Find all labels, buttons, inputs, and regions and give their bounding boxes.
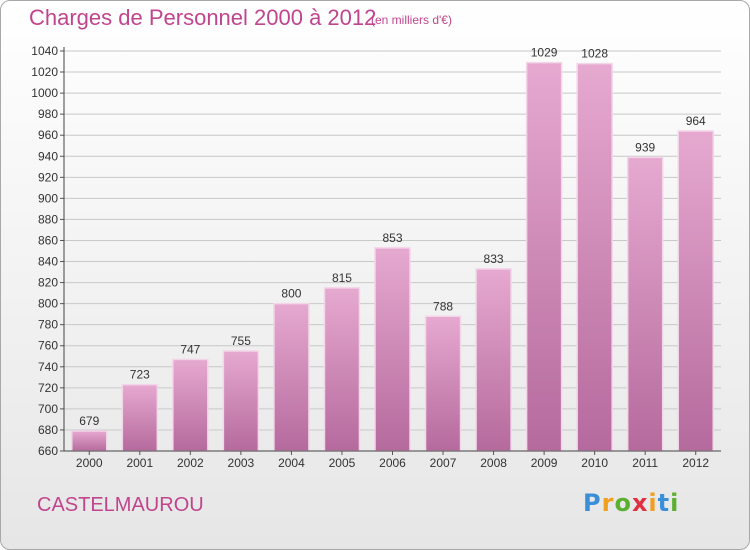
bar-value-label: 800 [281, 287, 301, 301]
y-tick-label: 760 [38, 339, 58, 353]
bar-value-label: 723 [130, 368, 150, 382]
y-tick-label: 740 [38, 360, 58, 374]
bar-value-label: 679 [79, 414, 99, 428]
y-tick-label: 920 [38, 170, 58, 184]
bar-value-label: 1029 [531, 46, 558, 60]
x-tick-label: 2001 [126, 456, 153, 470]
y-tick-label: 720 [38, 381, 58, 395]
x-tick-label: 2007 [430, 456, 457, 470]
y-tick-label: 1040 [31, 44, 58, 58]
bar-2003 [222, 350, 260, 452]
y-tick-label: 980 [38, 107, 58, 121]
chart-subtitle: (en milliers d'€) [371, 13, 452, 27]
y-tick-label: 960 [38, 128, 58, 142]
logo-letter: r [601, 489, 615, 517]
bar-2001 [121, 383, 159, 452]
bar-value-label: 1028 [581, 47, 608, 61]
logo-letter: t [657, 489, 671, 517]
chart-title: Charges de Personnel 2000 à 2012 [29, 5, 377, 30]
place-name: CASTELMAUROU [37, 494, 204, 516]
y-tick-label: 800 [38, 297, 58, 311]
bar-value-label: 788 [433, 299, 453, 313]
logo-letter: P [583, 489, 602, 517]
x-tick-label: 2011 [632, 456, 658, 470]
y-tick-label: 660 [38, 444, 58, 458]
x-tick-label: 2003 [228, 456, 255, 470]
bar-value-label: 747 [180, 342, 200, 356]
bar-value-label: 815 [332, 271, 352, 285]
bar-2008 [475, 268, 512, 452]
logo-letter: x [631, 489, 649, 517]
y-tick-label: 880 [38, 212, 58, 226]
bar-2002 [172, 358, 209, 452]
bar-2009 [525, 61, 563, 452]
bar-2000 [71, 430, 108, 452]
y-tick-label: 840 [38, 255, 58, 269]
bar-2006 [374, 247, 411, 452]
y-tick-label: 700 [38, 402, 58, 416]
proxiti-logo: Proxiti [583, 489, 679, 517]
bar-2011 [626, 156, 664, 452]
x-tick-label: 2012 [682, 456, 709, 470]
bar-value-label: 833 [484, 252, 504, 266]
bar-2007 [424, 315, 462, 452]
y-tick-label: 820 [38, 276, 58, 290]
bar-2005 [323, 287, 361, 452]
x-tick-label: 2005 [329, 456, 356, 470]
logo-letter: i [670, 489, 680, 517]
y-tick-label: 1000 [31, 86, 58, 100]
y-tick-label: 860 [38, 233, 58, 247]
bar-value-label: 939 [635, 140, 655, 154]
logo-letter: o [614, 489, 632, 517]
y-tick-label: 680 [38, 423, 58, 437]
bar-value-label: 755 [231, 334, 251, 348]
x-tick-label: 2004 [278, 456, 305, 470]
bar-2004 [273, 302, 310, 452]
x-tick-label: 2008 [480, 456, 507, 470]
x-tick-label: 2010 [581, 456, 608, 470]
bar-value-label: 964 [686, 114, 706, 128]
bar-2012 [677, 130, 714, 452]
y-tick-label: 940 [38, 149, 58, 163]
x-tick-label: 2009 [531, 456, 558, 470]
logo-letter: i [648, 489, 658, 517]
x-tick-label: 2002 [177, 456, 204, 470]
y-tick-label: 1020 [31, 65, 58, 79]
y-tick-label: 900 [38, 191, 58, 205]
bar-value-label: 853 [382, 231, 402, 245]
x-tick-label: 2000 [76, 456, 103, 470]
bar-2010 [576, 62, 613, 452]
y-tick-label: 780 [38, 318, 58, 332]
x-tick-label: 2006 [379, 456, 406, 470]
